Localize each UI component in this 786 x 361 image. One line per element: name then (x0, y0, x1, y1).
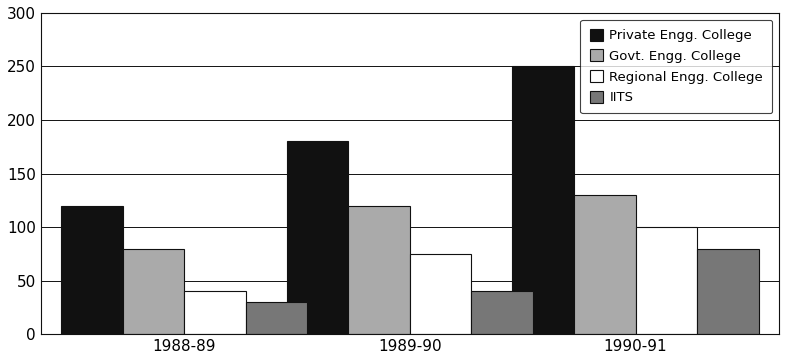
Bar (246, 302, 307, 334)
Bar (636, 227, 697, 334)
Bar (512, 66, 574, 334)
Bar (348, 206, 410, 334)
Bar (123, 248, 185, 334)
Bar (472, 291, 533, 334)
Bar (287, 142, 348, 334)
Bar (410, 254, 472, 334)
Legend: Private Engg. College, Govt. Engg. College, Regional Engg. College, IITS: Private Engg. College, Govt. Engg. Colle… (580, 19, 773, 113)
Bar (61, 206, 123, 334)
Bar (185, 291, 246, 334)
Bar (574, 195, 636, 334)
Bar (697, 248, 758, 334)
